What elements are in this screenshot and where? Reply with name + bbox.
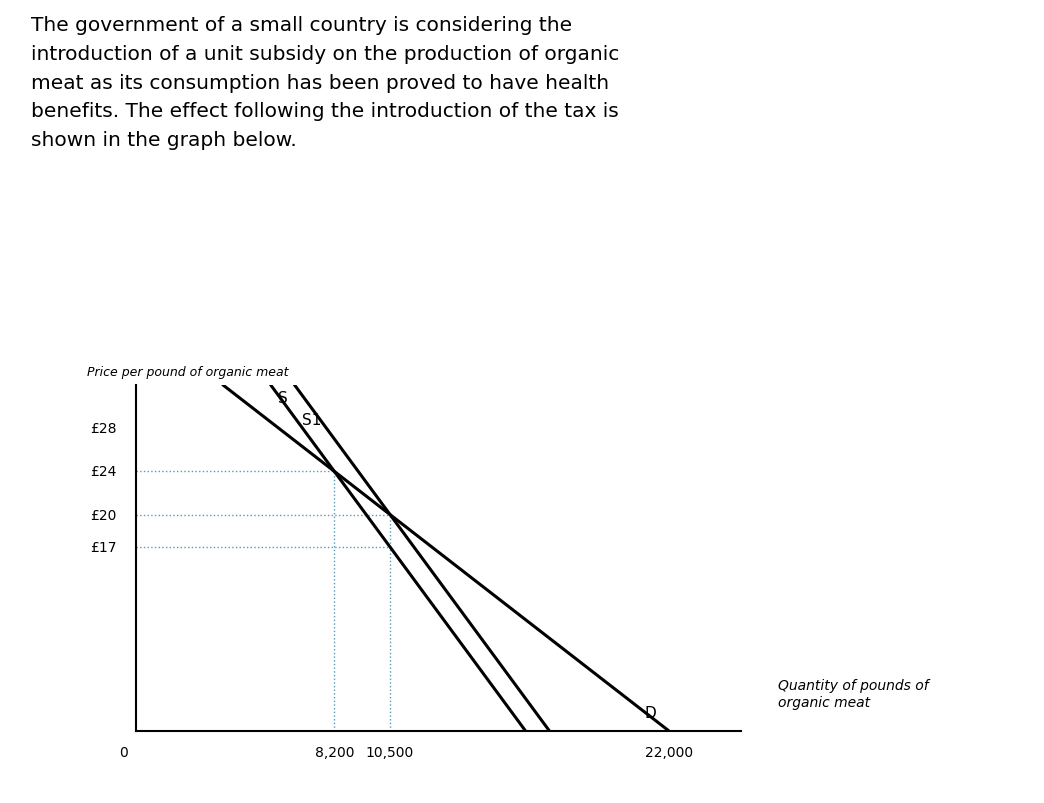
Text: 0: 0 — [119, 744, 128, 759]
Text: S1: S1 — [302, 413, 322, 427]
Text: £28: £28 — [90, 422, 116, 435]
Text: Quantity of pounds of
organic meat: Quantity of pounds of organic meat — [778, 679, 928, 709]
Text: S: S — [278, 391, 288, 406]
Text: D: D — [645, 705, 657, 720]
Text: £20: £20 — [90, 508, 116, 522]
Text: £24: £24 — [90, 465, 116, 479]
Text: 10,500: 10,500 — [365, 744, 414, 759]
Text: 8,200: 8,200 — [314, 744, 354, 759]
Text: Price per pound of organic meat: Price per pound of organic meat — [88, 366, 289, 379]
Text: The government of a small country is considering the
introduction of a unit subs: The government of a small country is con… — [31, 16, 619, 150]
Text: 22,000: 22,000 — [644, 744, 692, 759]
Text: £17: £17 — [90, 540, 116, 554]
